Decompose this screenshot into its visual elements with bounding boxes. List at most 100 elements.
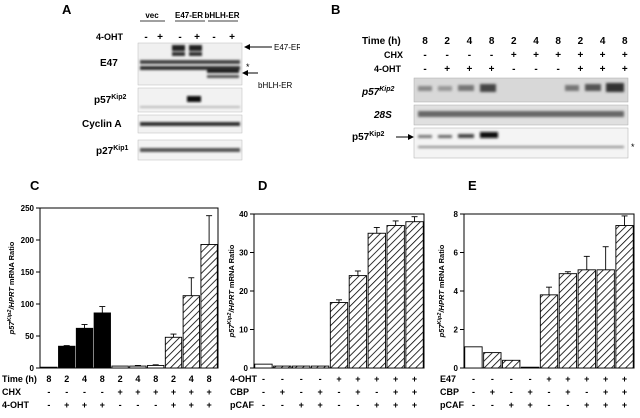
condition-value: - <box>83 387 86 397</box>
condition-value: + <box>355 374 360 384</box>
condition-value: + <box>355 387 360 397</box>
blot-p57-mrna-bands <box>418 83 624 92</box>
band <box>140 60 240 64</box>
panel-a-letter: A <box>62 2 72 17</box>
condition-value: - <box>529 374 532 384</box>
bar <box>254 363 273 369</box>
panel-c: C 0 50 100 150 200 250 p57Kip2/HPRT mRNA Ratio T… <box>0 170 224 418</box>
blot-e47-bands <box>140 45 240 78</box>
condition-value: + <box>189 400 194 410</box>
time-value: 4 <box>533 36 539 47</box>
bar <box>292 365 311 369</box>
oht-sign: + <box>194 32 200 43</box>
chart-c: C 0 50 100 150 200 250 p57Kip2/HPRT mRNA Ratio T… <box>2 178 219 410</box>
condition-value: + <box>490 387 495 397</box>
condition-value: + <box>603 387 608 397</box>
bar <box>200 244 218 369</box>
bhlher-label: bHLH-ER <box>258 81 292 90</box>
time-value: 8 <box>622 36 628 47</box>
condition-value: + <box>393 374 398 384</box>
y-tick-label: 6 <box>454 249 459 258</box>
condition-value: - <box>472 387 475 397</box>
panel-letter: E <box>468 178 477 193</box>
condition-value: 2 <box>118 374 123 384</box>
condition-value: 4 <box>135 374 140 384</box>
band <box>187 96 201 102</box>
panel-b-figure: B Time (h) CHX 4-OHT 8 2 4 8 2 4 8 2 4 8 - - - - + + + + +… <box>331 2 635 159</box>
time-value: 8 <box>422 36 428 47</box>
condition-value: + <box>527 400 532 410</box>
group-e47er-label: E47-ER <box>175 11 203 20</box>
condition-value: - <box>510 387 513 397</box>
time-value: 8 <box>489 36 495 47</box>
y-axis-label: p57Kip2/HPRT mRNA Ratio <box>437 244 446 338</box>
condition-value: - <box>136 400 139 410</box>
bar <box>58 345 76 369</box>
panel-letter: D <box>258 178 267 193</box>
bar <box>596 269 615 369</box>
oht-sign-b: + <box>489 64 495 75</box>
condition-row-label: CBP <box>440 387 459 397</box>
condition-value: + <box>412 387 417 397</box>
bar <box>147 364 165 369</box>
condition-row-label: 4-OHT <box>2 400 30 410</box>
band <box>207 75 239 78</box>
chx-sign: + <box>555 50 561 61</box>
condition-value: + <box>565 387 570 397</box>
oht-sign-b: + <box>466 64 472 75</box>
y-tick-label: 8 <box>454 210 459 219</box>
condition-value: - <box>262 400 265 410</box>
bar <box>75 327 94 369</box>
condition-value: + <box>299 400 304 410</box>
condition-row-label: CHX <box>2 387 21 397</box>
condition-value: + <box>189 387 194 397</box>
condition-value: - <box>281 374 284 384</box>
band <box>438 135 452 138</box>
chx-sign: - <box>423 50 426 61</box>
bar <box>464 346 483 369</box>
y-axis-label: p57Kip2/HPRT mRNA Ratio <box>7 241 16 335</box>
y-tick-label: 150 <box>21 268 35 277</box>
chart-e: E 0 2 4 6 8 p57Kip2/HPRT mRNA Ratio E47 - - - - + + + +… <box>437 178 635 410</box>
band <box>140 122 240 126</box>
condition-value: + <box>206 387 211 397</box>
condition-value: - <box>47 387 50 397</box>
condition-value: + <box>527 387 532 397</box>
band <box>458 85 474 91</box>
row-p57-label: p57Kip2 <box>94 94 127 106</box>
chx-sign: + <box>600 50 606 61</box>
row-p57-protein-label: p57Kip2 <box>352 131 385 143</box>
y-tick-label: 50 <box>25 332 34 341</box>
row-p57-mrna-label: p57Kip2 <box>361 86 395 98</box>
bar <box>111 365 129 369</box>
condition-value: - <box>338 387 341 397</box>
condition-value: + <box>584 374 589 384</box>
y-axis-label: p57Kip2/HPRT mRNA Ratio <box>227 244 236 338</box>
band <box>585 84 601 91</box>
chx-sign: + <box>577 50 583 61</box>
bhlher-arrow-head <box>242 70 248 76</box>
group-bhlher-label: bHLH-ER <box>204 11 239 20</box>
oht-sign: + <box>229 32 235 43</box>
y-tick-label: 100 <box>21 300 35 309</box>
condition-value: + <box>206 400 211 410</box>
band <box>418 111 624 117</box>
bar <box>93 312 111 369</box>
bar <box>273 365 292 369</box>
band <box>458 134 474 138</box>
condition-value: + <box>280 387 285 397</box>
condition-value: + <box>153 387 158 397</box>
y-tick-label: 0 <box>244 364 249 373</box>
blot-p57-protein <box>413 127 629 159</box>
y-tick-label: 2 <box>454 326 459 335</box>
condition-value: + <box>64 400 69 410</box>
condition-value: 8 <box>207 374 212 384</box>
condition-value: - <box>338 400 341 410</box>
condition-row-label: CBP <box>230 387 249 397</box>
y-tick-label: 0 <box>454 364 459 373</box>
condition-value: + <box>603 374 608 384</box>
condition-value: + <box>171 400 176 410</box>
y-tick-label: 200 <box>21 236 35 245</box>
band <box>480 84 496 92</box>
